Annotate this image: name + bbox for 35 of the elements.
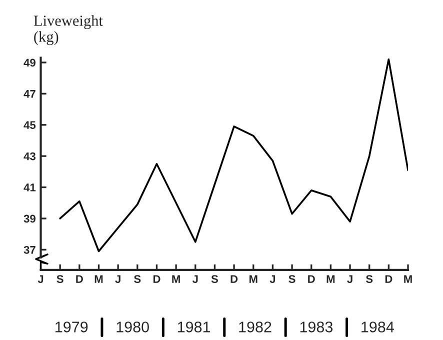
y-tick-label: 43 [24,152,36,160]
x-tick-label: J [270,275,276,283]
text: 1982 [239,322,272,332]
text: 1983 [300,322,333,332]
y-tick-label: 37 [24,246,36,254]
text: 1981 [178,322,210,332]
x-tick-label: J [115,275,120,283]
line-series [59,58,408,252]
text: 1984 [362,322,394,332]
x-tick-label: D [230,275,238,283]
x-tick-label: M [94,275,103,283]
x-tick-label: J [192,275,198,283]
y-tick-label: 39 [24,214,36,223]
y-tick-label: 45 [24,121,36,130]
x-tick-label: D [385,275,392,283]
x-tick-label: D [308,275,315,283]
x-tick-label: S [211,275,218,283]
x-tick-label: M [172,275,180,283]
y-tick-label: 47 [24,90,36,98]
text: 1980 [116,322,149,332]
y-axis-title: Liveweight (kg) [34,15,103,46]
x-tick-label: D [153,275,160,283]
x-tick-label: M [249,275,258,283]
x-tick-label: S [56,275,64,283]
y-tick-label: 41 [24,184,36,192]
x-tick-label: M [404,275,412,283]
x-tick-label: S [288,275,296,283]
x-tick-label: S [366,275,373,283]
text: 1979 [56,322,88,332]
x-tick-label: D [76,275,83,283]
x-tick-label: M [326,275,335,283]
x-tick-label: J [38,275,44,283]
x-tick-label: J [347,275,352,283]
y-tick-label: 49 [24,58,36,67]
x-tick-label: S [134,275,141,283]
